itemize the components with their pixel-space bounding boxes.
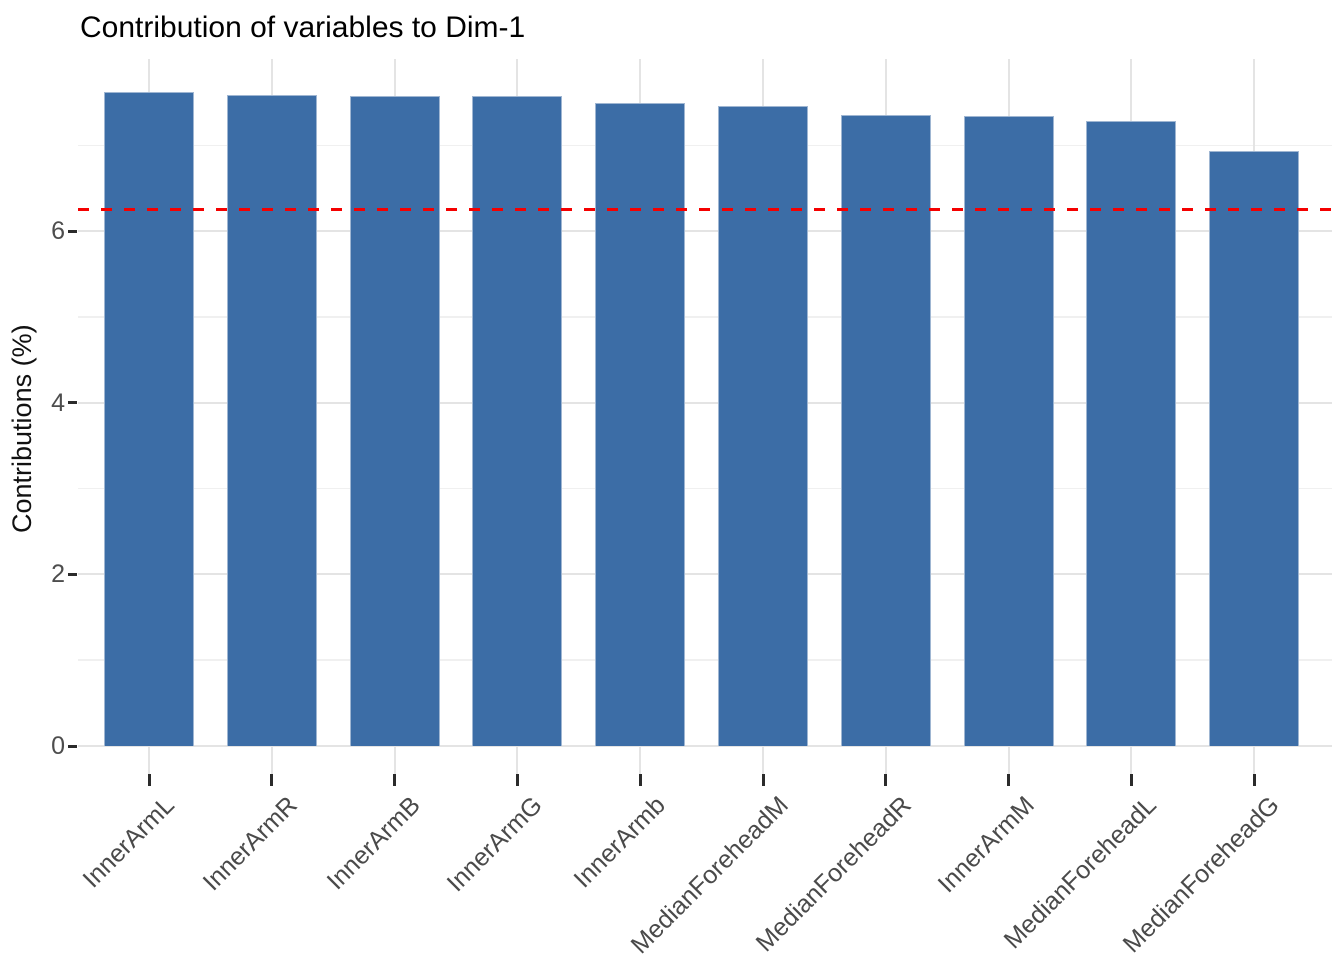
- x-tick-mark: [884, 774, 888, 786]
- major-gridline: [78, 745, 1332, 747]
- contribution-bar: [1086, 121, 1177, 746]
- x-tick-mark: [761, 774, 765, 786]
- contribution-bar: [349, 95, 440, 746]
- minor-gridline: [78, 487, 1332, 490]
- y-tick-mark: [68, 229, 77, 233]
- x-tick-label: InnerArmM: [932, 791, 1040, 899]
- major-gridline: [78, 230, 1332, 233]
- x-tick-label: InnerArmR: [197, 791, 303, 897]
- contribution-bar: [963, 116, 1054, 746]
- reference-line: [78, 208, 1332, 212]
- chart-title: Contribution of variables to Dim-1: [80, 11, 526, 44]
- minor-gridline: [78, 144, 1332, 147]
- contribution-bar: [595, 103, 686, 746]
- x-tick-label: InnerArmL: [77, 791, 180, 894]
- y-tick-mark: [68, 572, 77, 576]
- x-tick-mark: [1007, 774, 1011, 786]
- y-tick-label: 4: [51, 388, 65, 417]
- x-tick-mark: [270, 774, 274, 786]
- y-tick-label: 6: [51, 217, 65, 246]
- minor-gridline: [78, 659, 1332, 661]
- y-tick-mark: [68, 401, 77, 405]
- y-tick-label: 2: [51, 560, 65, 589]
- x-tick-mark: [1129, 774, 1133, 786]
- y-tick-label: 0: [51, 732, 65, 760]
- x-tick-label: InnerArmG: [441, 791, 549, 898]
- y-tick-mark: [68, 744, 77, 748]
- contribution-bar: [226, 94, 317, 746]
- x-tick-mark: [1252, 774, 1256, 786]
- x-tick-label: InnerArmb: [568, 791, 671, 894]
- contribution-bar: [104, 92, 194, 746]
- contribution-bar: [1209, 150, 1300, 746]
- x-tick-mark: [515, 774, 519, 786]
- major-gridline: [78, 401, 1332, 404]
- x-tick-mark: [638, 774, 642, 786]
- x-tick-label: InnerArmB: [321, 791, 426, 896]
- minor-gridline: [78, 316, 1332, 318]
- x-tick-mark: [393, 774, 397, 786]
- contribution-bar: [472, 96, 563, 746]
- contribution-bar: [718, 105, 808, 746]
- contribution-bar: [840, 115, 931, 746]
- x-tick-mark: [147, 774, 151, 786]
- major-gridline: [78, 573, 1332, 576]
